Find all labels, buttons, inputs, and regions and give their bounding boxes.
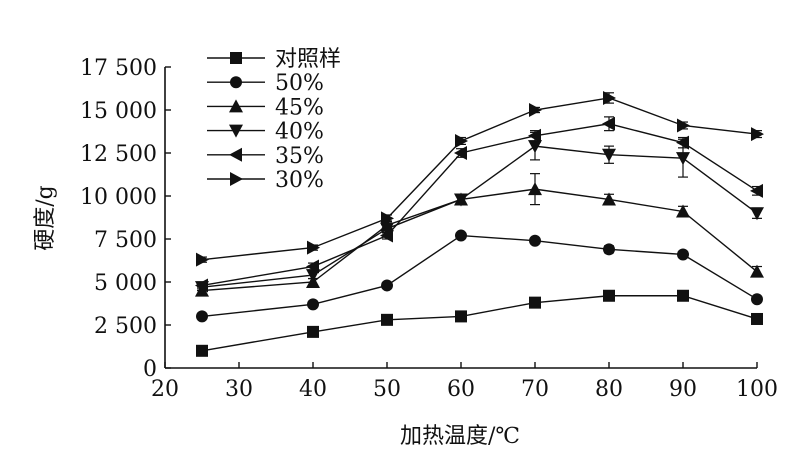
legend-label: 30% (275, 168, 324, 193)
data-point (528, 140, 542, 154)
data-point (307, 298, 319, 311)
legend-marker (229, 124, 243, 138)
data-point (602, 148, 616, 162)
x-tick-label: 30 (225, 377, 253, 402)
data-point (677, 118, 690, 133)
x-tick-label: 90 (669, 377, 697, 402)
data-point (455, 310, 467, 323)
series-3 (195, 173, 764, 297)
data-point (306, 259, 319, 274)
data-point (196, 310, 208, 323)
y-tick-label: 7 500 (94, 228, 157, 253)
legend-entry: 45% (207, 95, 324, 120)
x-axis-title: 加热温度/℃ (400, 424, 520, 449)
y-tick-label: 5 000 (94, 271, 157, 296)
data-point (603, 90, 616, 105)
series-line (201, 123, 758, 287)
series-line (201, 97, 758, 261)
y-tick-label: 17 500 (80, 56, 157, 81)
legend-entry: 对照样 (207, 47, 341, 72)
legend-marker (230, 52, 242, 64)
data-point (603, 243, 615, 256)
y-axis-title: 硬度/g (33, 185, 58, 251)
legend-label: 45% (275, 95, 324, 120)
legend-label: 35% (275, 144, 324, 169)
legend-entry: 30% (207, 168, 324, 193)
x-tick-label: 60 (447, 377, 475, 402)
data-point (676, 204, 690, 218)
data-point (455, 229, 467, 242)
data-point (195, 278, 208, 293)
data-point (454, 146, 467, 160)
series-line (201, 145, 758, 288)
data-point (307, 325, 319, 338)
legend-label: 50% (275, 71, 324, 96)
data-point (381, 279, 393, 292)
data-point (677, 289, 689, 302)
data-point (306, 269, 320, 283)
legend-entry: 50% (207, 71, 324, 96)
data-point (529, 234, 541, 247)
data-point (196, 252, 209, 267)
x-tick-label: 20 (151, 377, 179, 402)
data-point (751, 293, 763, 306)
x-tick-label: 70 (521, 377, 549, 402)
legend-entry: 35% (207, 144, 324, 169)
data-point (381, 211, 394, 226)
legend-label: 40% (275, 120, 324, 145)
data-point (676, 135, 689, 150)
data-point (529, 296, 541, 309)
y-tick-label: 0 (143, 357, 157, 382)
series-2 (196, 229, 763, 323)
data-point (751, 312, 763, 325)
series-line (201, 234, 758, 318)
data-point (603, 289, 615, 302)
legend-entry: 40% (207, 120, 324, 145)
data-point (677, 248, 689, 261)
plot-series (195, 90, 764, 357)
x-axis-ticks: 20 30 40 50 60 70 80 90 100 (151, 362, 778, 402)
series-4 (195, 131, 764, 295)
data-point (380, 222, 394, 236)
axes (164, 67, 757, 369)
data-point (529, 103, 542, 117)
series-6 (196, 90, 764, 267)
series-1 (196, 289, 763, 357)
data-point (602, 192, 616, 206)
y-tick-label: 2 500 (94, 314, 157, 339)
data-point (454, 193, 468, 207)
data-point (751, 127, 764, 142)
data-point (380, 228, 393, 243)
y-tick-label: 15 000 (80, 99, 157, 124)
y-tick-label: 12 500 (80, 142, 157, 167)
x-tick-label: 50 (373, 377, 401, 402)
legend-label: 对照样 (275, 47, 341, 72)
x-tick-label: 80 (595, 377, 623, 402)
data-point (381, 313, 393, 326)
data-point (750, 207, 764, 221)
data-point (528, 182, 542, 196)
data-point (750, 183, 763, 198)
legend-marker (229, 99, 243, 113)
series-line (201, 188, 758, 292)
data-point (196, 344, 208, 357)
y-axis-ticks: 0 2 500 5 000 7 500 10 000 12 500 15 000 17 500 (80, 56, 171, 382)
data-point (528, 128, 541, 143)
legend-marker (230, 172, 243, 186)
x-tick-label: 40 (299, 377, 327, 402)
legend-marker (229, 147, 242, 162)
data-point (750, 264, 764, 278)
x-tick-label: 100 (736, 377, 778, 402)
data-point (602, 116, 615, 131)
y-tick-label: 10 000 (80, 185, 157, 210)
legend-marker (230, 76, 242, 89)
data-point (676, 152, 690, 166)
data-point (307, 240, 320, 255)
series-line (201, 295, 758, 352)
data-point (455, 133, 468, 148)
series-5 (195, 116, 763, 293)
